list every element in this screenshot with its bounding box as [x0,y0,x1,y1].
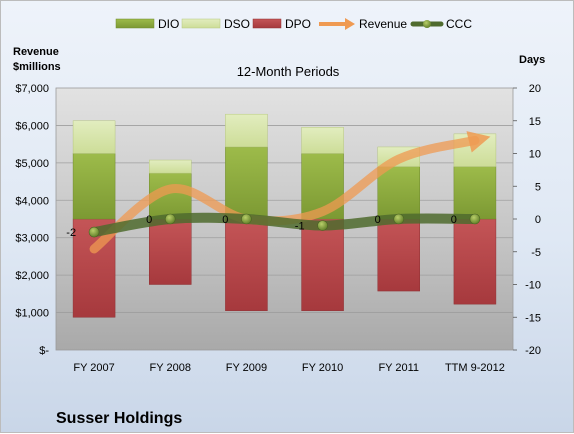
ccc-point [241,213,252,225]
legend-swatch-dpo [252,18,282,29]
chart-subtitle: 12-Month Periods [237,64,340,79]
ccc-point [164,213,176,225]
ccc-data-label: 0 [146,214,152,226]
legend-label-revenue: Revenue [359,17,407,31]
ccc-data-label: -2 [66,227,76,239]
bars [72,113,497,318]
x-tick-label: FY 2011 [378,362,419,374]
right-tick-label: 20 [529,83,541,95]
legend-swatch-ccc [410,20,444,28]
legend-label-dio: DIO [158,17,179,31]
left-tick-label: $4,000 [15,195,49,207]
left-tick-label: $7,000 [15,83,49,95]
legend: DIO DSO DPO Revenue CCC [115,17,472,31]
dso-bar [301,127,344,154]
ccc-point [88,226,100,238]
x-tick-label: FY 2008 [150,362,191,374]
left-tick-label: $6,000 [15,120,49,132]
right-tick-label: -5 [531,247,541,259]
x-axis-labels: FY 2007 FY 2008 FY 2009 FY 2010 FY 2011 TTM 9… [73,362,504,374]
dio-bar [453,166,497,220]
revenue-arrowhead [466,131,491,153]
x-tick-label: FY 2009 [226,362,267,374]
ccc-data-label: -1 [295,221,305,233]
left-axis-ticks: $- $1,000 $2,000 $3,000 $4,000 $5,000 $6,000 $7… [15,83,49,357]
ccc-line [89,212,480,238]
dpo-bar [377,218,420,292]
company-name: Susser Holdings [56,410,182,427]
ccc-point [393,213,405,225]
x-tick-label: TTM 9-2012 [445,362,505,374]
legend-swatch-dio [115,18,155,29]
right-axis-title: Days [519,54,545,66]
ccc-data-label: 0 [375,214,381,226]
legend-label-dpo: DPO [285,17,311,31]
x-tick-label: FY 2010 [302,362,343,374]
legend-swatch-revenue [319,18,355,30]
right-tick-label: 0 [535,214,541,226]
right-tick-label: -20 [525,345,541,357]
dpo-bar [225,218,268,311]
legend-label-dso: DSO [224,17,250,31]
right-tick-label: 5 [535,181,541,193]
dso-bar [149,159,192,174]
right-axis-ticks: -20 -15 -10 -5 0 5 10 15 20 [513,83,541,357]
ccc-point [317,220,328,231]
left-tick-label: $3,000 [15,233,49,245]
left-axis-title-line2: $millions [13,61,61,73]
ccc-series: -2 0 0 -1 0 0 [66,212,481,239]
dpo-bar [149,218,192,285]
right-tick-label: 15 [529,116,541,128]
dio-bar [377,166,420,220]
dpo-bar [453,218,497,305]
x-tick-label: FY 2007 [73,362,114,374]
ccc-data-label: 0 [451,214,457,226]
left-tick-label: $1,000 [15,308,49,320]
left-axis-title-line1: Revenue [13,46,59,58]
right-tick-label: -15 [525,312,541,324]
dpo-bar [301,218,344,311]
left-tick-label: $5,000 [15,158,49,170]
right-tick-label: -10 [525,280,541,292]
left-tick-label: $- [39,345,49,357]
legend-swatch-dso [181,18,221,29]
gridlines [56,125,513,313]
right-tick-label: 10 [529,149,541,161]
ccc-point [469,213,481,225]
dio-bar [225,146,268,220]
ccc-data-label: 0 [222,214,228,226]
legend-label-ccc: CCC [446,17,472,31]
dso-bar [72,120,116,154]
left-tick-label: $2,000 [15,270,49,282]
dio-bar [72,153,116,220]
dso-bar [225,113,268,148]
